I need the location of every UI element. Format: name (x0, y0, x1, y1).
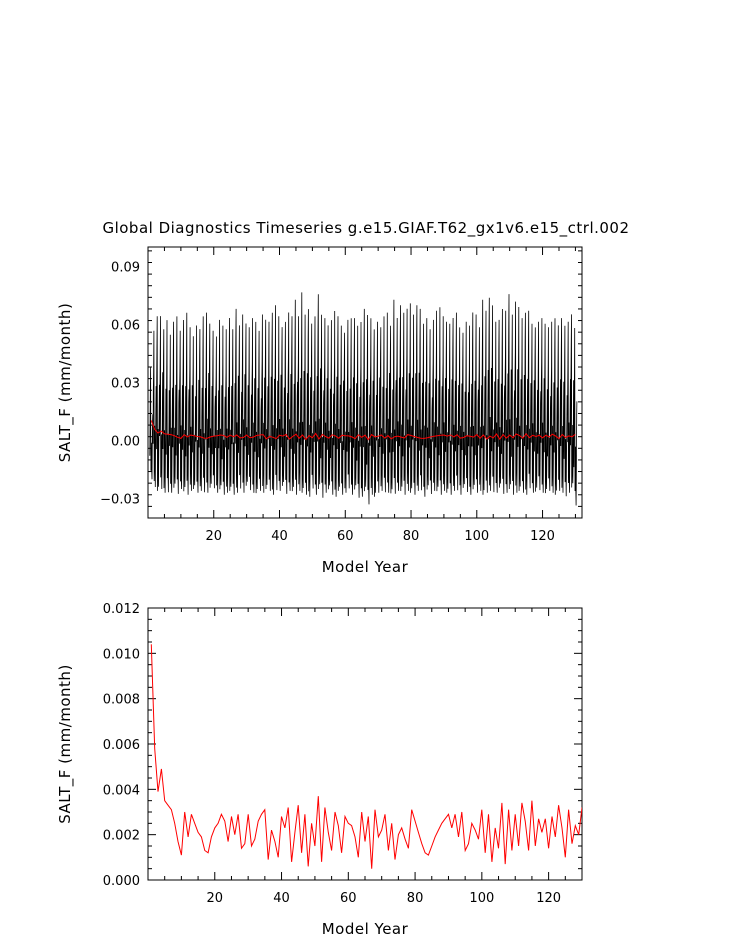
x-tick-label: 60 (337, 529, 354, 544)
x-tick-label: 100 (464, 529, 489, 544)
x-tick-label: 80 (403, 529, 420, 544)
y-tick-label: −0.03 (100, 493, 140, 508)
y-tick-label: 0.00 (111, 435, 140, 450)
chart-bottom: 20 40 60 80 100 120 0.000 0.002 0.004 0.006 0.008 0… (56, 602, 583, 938)
plot-frame (147, 246, 583, 519)
x-tick-label: 100 (469, 891, 494, 906)
x-tick-label: 40 (271, 529, 288, 544)
series-line-annual (150, 644, 582, 869)
y-tick-label: 0.004 (103, 783, 140, 798)
y-axis-title: SALT_F (mm/month) (56, 303, 75, 463)
y-tick-label: 0.000 (103, 874, 140, 889)
y-axis-title: SALT_F (mm/month) (56, 664, 75, 824)
y-tick-label: 0.010 (103, 647, 140, 662)
x-tick-label: 60 (340, 891, 357, 906)
y-tick-label: 0.008 (103, 693, 140, 708)
y-tick-label: 0.06 (111, 318, 140, 333)
y-tick-label: 0.03 (111, 377, 140, 392)
series-line-annual (150, 420, 576, 441)
x-tick-label: 20 (206, 891, 223, 906)
y-tick-label: 0.006 (103, 738, 140, 753)
x-tick-label: 40 (273, 891, 290, 906)
x-axis-title: Model Year (322, 558, 409, 576)
chart-title: Global Diagnostics Timeseries g.e15.GIAF… (102, 219, 629, 238)
x-tick-label: 80 (407, 891, 424, 906)
y-tick-label: 0.09 (111, 260, 140, 275)
chart-top: 20 40 60 80 100 120 −0.03 0.00 0.03 0.06 0.09 Model… (56, 246, 583, 576)
x-tick-label: 20 (205, 529, 222, 544)
y-tick-label: 0.012 (103, 602, 140, 617)
x-axis-title: Model Year (322, 920, 409, 938)
x-tick-label: 120 (536, 891, 561, 906)
x-tick-label: 120 (530, 529, 555, 544)
y-tick-label: 0.002 (103, 829, 140, 844)
series-line-monthly (149, 292, 578, 506)
